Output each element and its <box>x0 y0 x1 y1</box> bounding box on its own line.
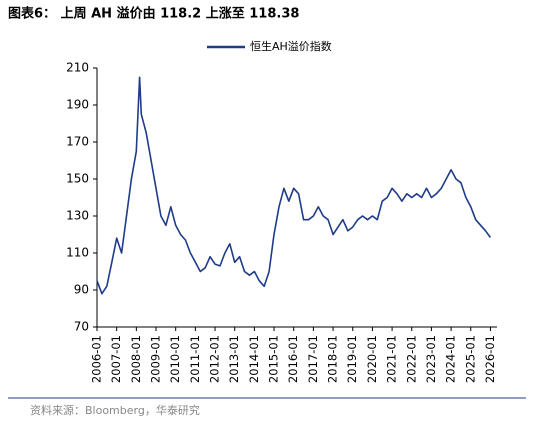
x-tick-label: 2016-01 <box>286 335 300 383</box>
x-tick-label: 2011-01 <box>188 335 202 383</box>
x-tick-label: 2013-01 <box>227 335 241 383</box>
y-tick-label: 110 <box>66 246 89 260</box>
x-tick-label: 2025-01 <box>463 335 477 383</box>
chart-title: 图表6： 上周 AH 溢价由 118.2 上涨至 118.38 <box>8 6 299 22</box>
x-tick-label: 2012-01 <box>208 335 222 383</box>
y-tick-label: 170 <box>66 135 89 149</box>
y-tick-label: 150 <box>66 172 89 186</box>
x-tick-label: 2008-01 <box>129 335 143 383</box>
y-tick-label: 130 <box>66 209 89 223</box>
y-tick-label: 90 <box>74 283 89 297</box>
x-tick-label: 2022-01 <box>404 335 418 383</box>
x-tick-label: 2014-01 <box>247 335 261 383</box>
x-tick-label: 2006-01 <box>90 335 104 383</box>
x-tick-label: 2026-01 <box>483 335 497 383</box>
x-tick-label: 2017-01 <box>306 335 320 383</box>
x-tick-label: 2018-01 <box>326 335 340 383</box>
x-tick-label: 2023-01 <box>424 335 438 383</box>
x-tick-label: 2010-01 <box>168 335 182 383</box>
y-tick-label: 70 <box>74 320 89 334</box>
source-note: 资料来源：Bloomberg，华泰研究 <box>30 403 200 417</box>
x-tick-label: 2009-01 <box>149 335 163 383</box>
y-tick-label: 210 <box>66 61 89 75</box>
x-tick-label: 2019-01 <box>345 335 359 383</box>
legend-label: 恒生AH溢价指数 <box>250 39 332 53</box>
x-tick-label: 2015-01 <box>267 335 281 383</box>
data-line <box>96 76 492 295</box>
x-tick-label: 2024-01 <box>444 335 458 383</box>
y-tick-label: 190 <box>66 98 89 112</box>
x-tick-label: 2007-01 <box>109 335 123 383</box>
x-tick-label: 2020-01 <box>365 335 379 383</box>
x-tick-label: 2021-01 <box>385 335 399 383</box>
